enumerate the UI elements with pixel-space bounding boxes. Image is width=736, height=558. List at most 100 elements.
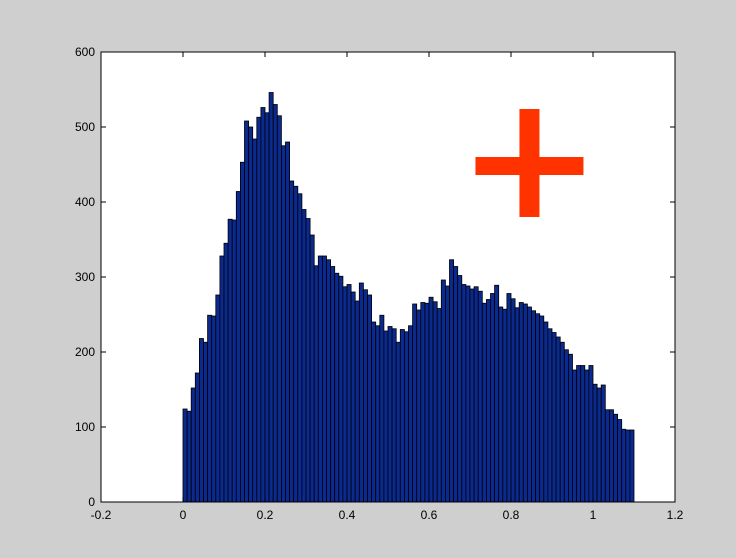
histogram-bar bbox=[309, 234, 315, 503]
histogram-bar bbox=[572, 369, 577, 503]
histogram-bar bbox=[350, 291, 356, 503]
histogram-bar bbox=[518, 302, 524, 503]
histogram-bar bbox=[362, 289, 368, 503]
histogram-bar bbox=[342, 286, 348, 503]
x-tick-label: 0.4 bbox=[339, 508, 356, 522]
histogram-bar bbox=[477, 290, 483, 503]
histogram-bar bbox=[535, 313, 541, 503]
histogram-bar bbox=[444, 285, 450, 503]
histogram-bar bbox=[551, 332, 557, 503]
histogram-bar bbox=[367, 294, 372, 503]
y-tick-label: 400 bbox=[75, 195, 95, 209]
histogram-bar bbox=[272, 104, 278, 503]
histogram-bar bbox=[432, 301, 438, 503]
histogram-bar bbox=[223, 242, 229, 503]
histogram-bar bbox=[412, 303, 418, 503]
x-tick-label: 0 bbox=[180, 508, 187, 522]
histogram-bar bbox=[231, 219, 237, 503]
histogram-bar bbox=[338, 275, 344, 503]
histogram-bar bbox=[346, 284, 352, 503]
y-tick-label: 500 bbox=[75, 120, 95, 134]
histogram-bar bbox=[568, 353, 573, 503]
histogram-bar bbox=[621, 428, 627, 503]
y-tick-label: 100 bbox=[75, 420, 95, 434]
histogram-bar bbox=[383, 330, 389, 503]
histogram-bar bbox=[334, 272, 340, 503]
histogram-bar bbox=[531, 310, 536, 503]
histogram-bar bbox=[285, 141, 290, 503]
histogram-bar bbox=[502, 308, 508, 503]
histogram-bar bbox=[461, 284, 467, 503]
histogram-bar bbox=[260, 107, 266, 503]
histogram-bar bbox=[604, 409, 610, 503]
histogram-bar bbox=[547, 328, 553, 503]
histogram-bar bbox=[449, 259, 454, 503]
histogram-bar bbox=[375, 325, 381, 503]
histogram-bar bbox=[207, 314, 213, 503]
histogram-bar bbox=[391, 328, 397, 503]
histogram-bar bbox=[559, 341, 565, 503]
histogram-bar bbox=[379, 314, 385, 503]
histogram-bar bbox=[280, 145, 286, 503]
histogram-bar bbox=[317, 255, 323, 503]
histogram-bar bbox=[510, 298, 516, 503]
histogram-bar bbox=[215, 294, 221, 503]
histogram-bar bbox=[600, 384, 606, 503]
histogram-bar bbox=[403, 331, 409, 503]
histogram-bar bbox=[424, 302, 430, 503]
histogram-bar bbox=[539, 315, 545, 503]
histogram-bar bbox=[313, 265, 319, 503]
histogram-bar bbox=[321, 255, 327, 503]
histogram-bar bbox=[264, 112, 270, 503]
histogram-bar bbox=[555, 336, 561, 503]
x-tick-label: 0.6 bbox=[421, 508, 438, 522]
y-tick-label: 200 bbox=[75, 345, 95, 359]
y-tick-label: 0 bbox=[88, 495, 95, 509]
histogram-bar bbox=[490, 293, 495, 503]
x-tick-label: -0.2 bbox=[91, 508, 112, 522]
x-tick-label: 1.2 bbox=[667, 508, 684, 522]
histogram-bar bbox=[469, 288, 475, 503]
histogram-bar bbox=[465, 285, 471, 503]
histogram-bar bbox=[293, 185, 299, 503]
red-plus-marker bbox=[475, 109, 584, 217]
histogram-bar bbox=[428, 296, 434, 503]
histogram-bar bbox=[371, 321, 377, 503]
histogram-bar bbox=[358, 282, 364, 503]
histogram-bar bbox=[248, 126, 254, 503]
histogram-bar bbox=[416, 309, 422, 503]
histogram-bar bbox=[326, 259, 331, 503]
histogram-bar bbox=[563, 349, 569, 503]
histogram-bar bbox=[194, 372, 200, 503]
histogram-bar bbox=[420, 302, 426, 503]
histogram-bar bbox=[354, 300, 360, 503]
plus-horizontal-stroke bbox=[475, 157, 584, 175]
x-axis: -0.2 0 0.2 0.4 0.6 0.8 1 1.2 bbox=[91, 52, 684, 522]
histogram-bar bbox=[584, 369, 590, 503]
histogram-bar bbox=[330, 266, 336, 503]
histogram-bar bbox=[227, 218, 233, 503]
histogram-bar bbox=[506, 293, 512, 503]
x-tick-label: 0.8 bbox=[503, 508, 520, 522]
histogram-bar bbox=[481, 302, 487, 503]
histogram-bar bbox=[239, 161, 245, 503]
histogram-bar bbox=[305, 218, 311, 503]
histogram-bar bbox=[235, 191, 241, 503]
histogram-bar bbox=[592, 383, 598, 503]
histogram-bar bbox=[276, 115, 282, 503]
histogram-bar bbox=[289, 180, 295, 503]
histogram-bar bbox=[219, 255, 225, 503]
histogram-bar bbox=[514, 307, 520, 503]
histogram-bar bbox=[182, 408, 188, 503]
histogram-bar bbox=[268, 92, 274, 503]
histogram-bar bbox=[395, 341, 401, 503]
histogram-bar bbox=[527, 306, 532, 503]
histogram-bar bbox=[457, 275, 463, 503]
histogram-bar bbox=[408, 325, 413, 503]
histogram-bar bbox=[301, 209, 307, 503]
histogram-bar bbox=[522, 303, 528, 503]
histogram-bar bbox=[440, 279, 446, 503]
histogram-bar bbox=[297, 193, 303, 503]
histogram-bar bbox=[613, 413, 618, 503]
